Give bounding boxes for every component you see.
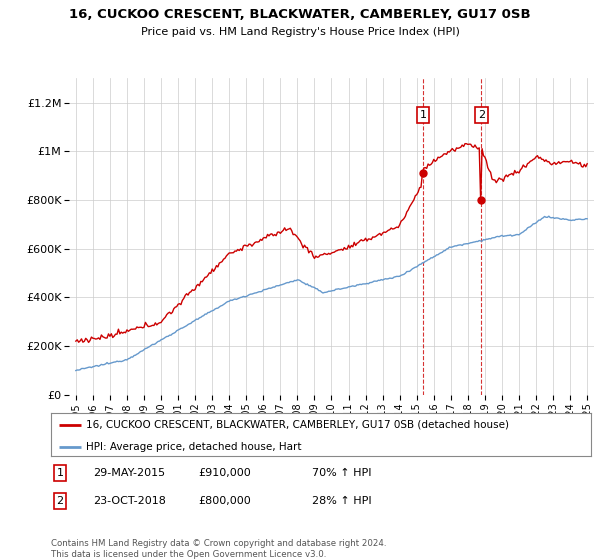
Text: HPI: Average price, detached house, Hart: HPI: Average price, detached house, Hart	[86, 442, 302, 452]
Text: 2: 2	[56, 496, 64, 506]
Text: 28% ↑ HPI: 28% ↑ HPI	[312, 496, 371, 506]
Text: £800,000: £800,000	[198, 496, 251, 506]
Text: 29-MAY-2015: 29-MAY-2015	[93, 468, 165, 478]
Text: 70% ↑ HPI: 70% ↑ HPI	[312, 468, 371, 478]
Text: 1: 1	[56, 468, 64, 478]
Text: 23-OCT-2018: 23-OCT-2018	[93, 496, 166, 506]
Text: 1: 1	[419, 110, 427, 120]
Text: Contains HM Land Registry data © Crown copyright and database right 2024.
This d: Contains HM Land Registry data © Crown c…	[51, 539, 386, 559]
Text: 16, CUCKOO CRESCENT, BLACKWATER, CAMBERLEY, GU17 0SB (detached house): 16, CUCKOO CRESCENT, BLACKWATER, CAMBERL…	[86, 420, 509, 430]
Text: £910,000: £910,000	[198, 468, 251, 478]
Text: 2: 2	[478, 110, 485, 120]
Text: 16, CUCKOO CRESCENT, BLACKWATER, CAMBERLEY, GU17 0SB: 16, CUCKOO CRESCENT, BLACKWATER, CAMBERL…	[69, 8, 531, 21]
Text: Price paid vs. HM Land Registry's House Price Index (HPI): Price paid vs. HM Land Registry's House …	[140, 27, 460, 37]
